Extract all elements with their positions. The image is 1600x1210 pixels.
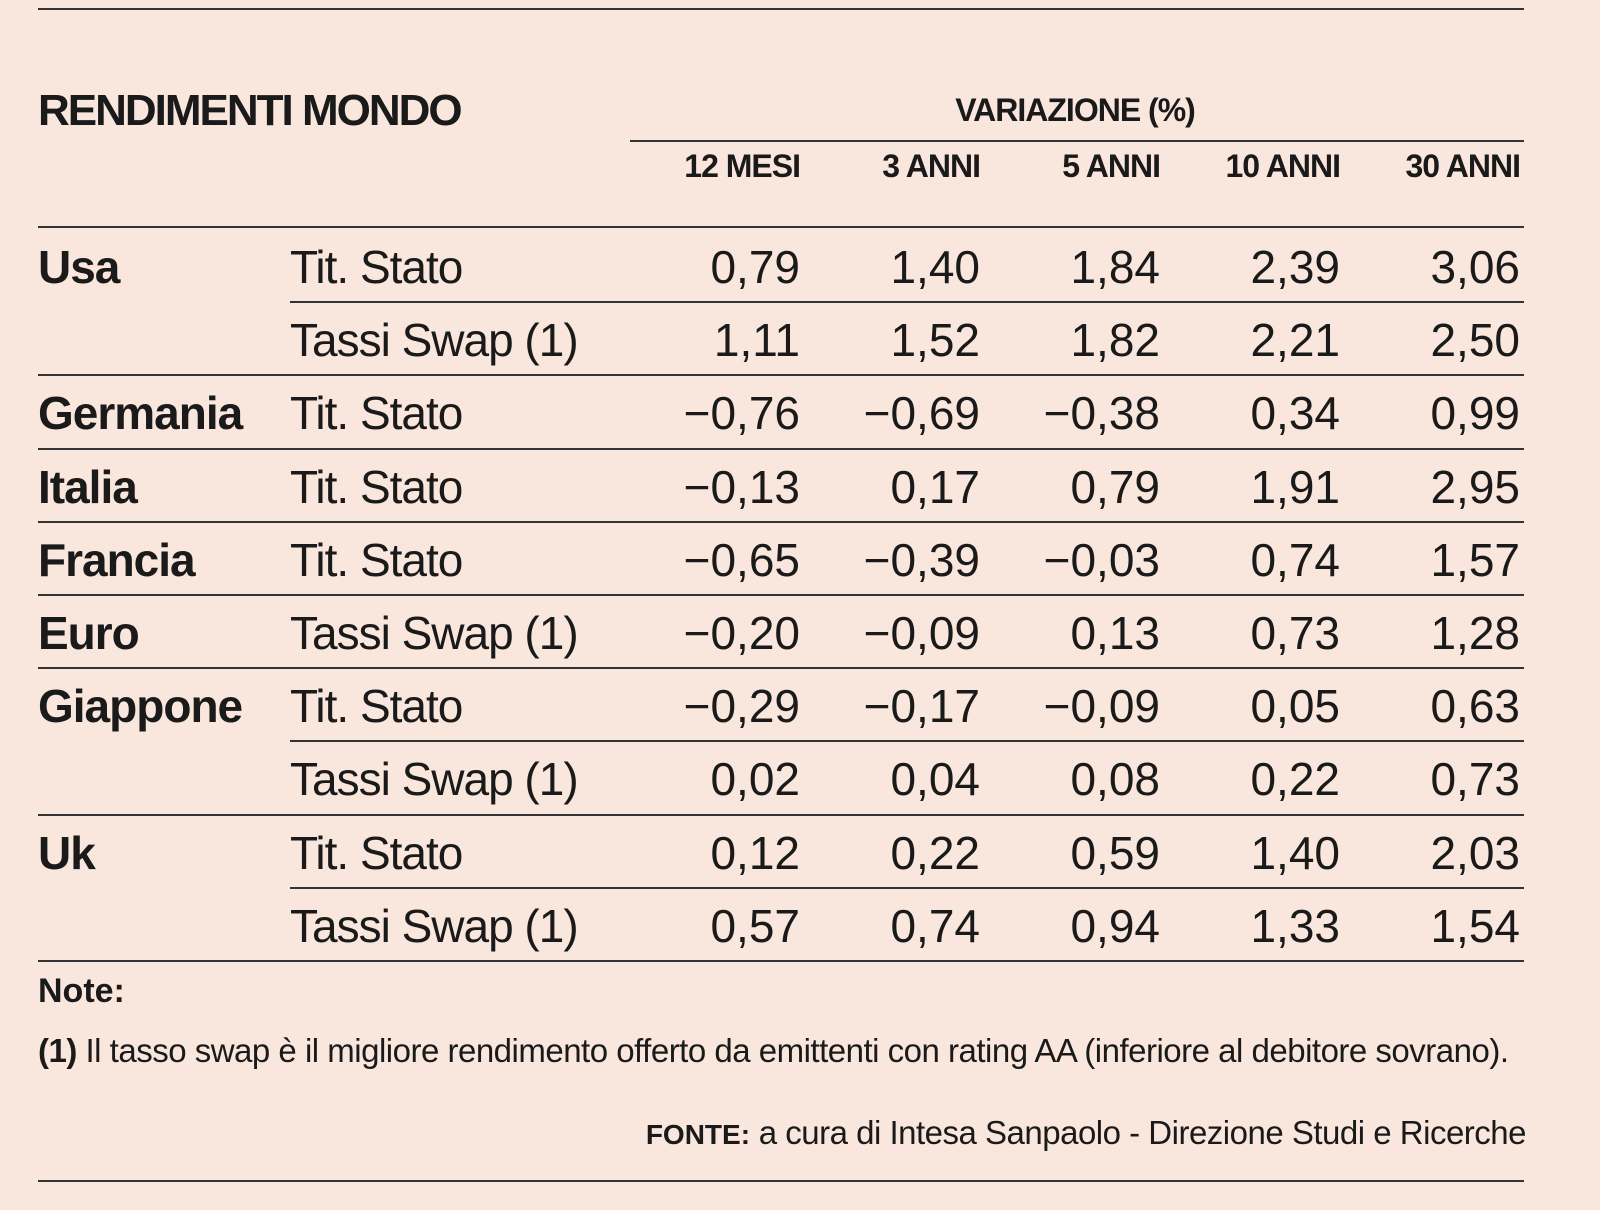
- table-cell: 0,63: [1430, 680, 1520, 733]
- table-cell: 0,94: [1070, 899, 1160, 952]
- variation-rule: [630, 140, 1524, 142]
- table-cell: 0,12: [710, 826, 800, 879]
- table-cell: −0,39: [863, 533, 980, 586]
- row-instrument: Tassi Swap (1): [290, 607, 579, 659]
- table-cell: −0,69: [863, 387, 980, 440]
- table-cell: −0,65: [683, 533, 800, 586]
- table-cell: 1,11: [713, 314, 800, 367]
- table-cell: 1,40: [890, 241, 980, 293]
- row-rule: [290, 886, 1524, 889]
- row-rule: [38, 374, 1524, 377]
- row-country: Italia: [38, 460, 138, 513]
- table-cell: 0,74: [890, 899, 980, 952]
- row-instrument: Tit. Stato: [290, 826, 463, 879]
- column-header: 5 ANNI: [1062, 148, 1161, 184]
- table-cell: 0,22: [1250, 753, 1340, 806]
- table-cell: 1,91: [1250, 460, 1340, 513]
- source-line: FONTE: a cura di Intesa Sanpaolo - Direz…: [645, 1114, 1527, 1152]
- source-text: a cura di Intesa Sanpaolo - Direzione St…: [750, 1114, 1527, 1151]
- table-cell: 2,03: [1430, 826, 1520, 879]
- row-country: Uk: [38, 826, 96, 879]
- bottom-rule: [38, 1180, 1524, 1182]
- table-cell: 0,73: [1430, 753, 1520, 806]
- row-instrument: Tit. Stato: [290, 533, 463, 586]
- table-cell: 1,40: [1250, 826, 1340, 879]
- row-instrument: Tit. Stato: [290, 387, 463, 440]
- row-rule: [38, 960, 1524, 962]
- top-rule: [38, 8, 1524, 10]
- table-cell: −0,29: [683, 680, 800, 733]
- table-cell: −0,76: [683, 387, 800, 440]
- table-title: RENDIMENTI MONDO: [38, 86, 463, 135]
- table-cell: 0,02: [710, 753, 800, 806]
- row-rule: [38, 667, 1524, 670]
- row-country: Euro: [38, 607, 140, 659]
- table-cell: 0,13: [1070, 607, 1160, 659]
- row-rule: [38, 520, 1524, 523]
- row-rule: [38, 813, 1524, 816]
- notes-body: Il tasso swap è il migliore rendimento o…: [76, 1032, 1509, 1069]
- table-cell: 2,39: [1250, 241, 1340, 293]
- table-cell: 1,33: [1250, 899, 1340, 952]
- table-cell: 1,57: [1430, 533, 1520, 586]
- table-cell: 2,50: [1430, 314, 1520, 367]
- table-cell: −0,03: [1043, 533, 1160, 586]
- column-header: 10 ANNI: [1225, 148, 1341, 184]
- notes-heading: Note:: [38, 972, 125, 1010]
- row-instrument: Tit. Stato: [290, 241, 463, 293]
- table-cell: 1,54: [1430, 899, 1520, 952]
- table-cell: 0,17: [890, 460, 980, 513]
- table-cell: −0,13: [683, 460, 800, 513]
- header-bottom-rule: [38, 226, 1524, 228]
- table-cell: −0,20: [683, 607, 800, 659]
- table-cell: 1,52: [890, 314, 980, 367]
- source-label: FONTE:: [645, 1119, 751, 1150]
- row-country: Usa: [38, 241, 120, 293]
- table-cell: 0,22: [890, 826, 980, 879]
- table-cell: −0,38: [1043, 387, 1160, 440]
- row-instrument: Tassi Swap (1): [290, 753, 579, 806]
- table-cell: 0,34: [1250, 387, 1340, 440]
- row-country: Germania: [38, 387, 243, 440]
- row-instrument: Tit. Stato: [290, 460, 463, 513]
- table-cell: 0,74: [1250, 533, 1340, 586]
- table-cell: −0,17: [863, 680, 980, 733]
- table-cell: 0,99: [1430, 387, 1520, 440]
- column-header: 12 MESI: [684, 148, 801, 184]
- notes-text: (1) Il tasso swap è il migliore rendimen…: [38, 1024, 1528, 1078]
- table-cell: 2,95: [1430, 460, 1520, 513]
- table-cell: 0,79: [710, 241, 800, 293]
- row-instrument: Tassi Swap (1): [290, 899, 579, 952]
- table-cell: 1,84: [1070, 241, 1160, 293]
- variation-header: VARIAZIONE (%): [955, 92, 1196, 128]
- table-cell: 0,59: [1070, 826, 1160, 879]
- column-header: 3 ANNI: [882, 148, 981, 184]
- table-cell: 1,82: [1070, 314, 1160, 367]
- table-cell: 3,06: [1430, 241, 1520, 293]
- table-cell: 0,57: [710, 899, 800, 952]
- table-cell: 0,73: [1250, 607, 1340, 659]
- row-instrument: Tassi Swap (1): [290, 314, 579, 367]
- table-cell: −0,09: [863, 607, 980, 659]
- table-cell: 0,05: [1250, 680, 1340, 733]
- table-cell: 1,28: [1430, 607, 1520, 659]
- row-country: Francia: [38, 533, 196, 586]
- table-cell: −0,09: [1043, 680, 1160, 733]
- row-instrument: Tit. Stato: [290, 680, 463, 733]
- notes-marker: (1): [38, 1032, 77, 1069]
- table-cell: 0,79: [1070, 460, 1160, 513]
- column-header: 30 ANNI: [1405, 148, 1521, 184]
- row-rule: [38, 447, 1524, 450]
- table-cell: 0,04: [890, 753, 980, 806]
- table-cell: 2,21: [1250, 314, 1340, 367]
- row-country: Giappone: [38, 680, 243, 733]
- row-rule: [38, 594, 1524, 596]
- row-rule: [290, 740, 1524, 743]
- row-rule: [290, 301, 1524, 304]
- table-cell: 0,08: [1070, 753, 1160, 806]
